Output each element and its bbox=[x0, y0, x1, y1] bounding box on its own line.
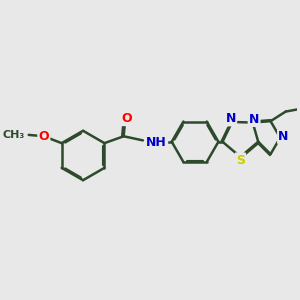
Text: CH₃: CH₃ bbox=[2, 130, 25, 140]
Text: N: N bbox=[278, 130, 289, 143]
Text: O: O bbox=[38, 130, 49, 143]
Text: NH: NH bbox=[146, 136, 167, 149]
Text: S: S bbox=[236, 154, 245, 167]
Text: N: N bbox=[249, 113, 259, 126]
Text: O: O bbox=[121, 112, 132, 125]
Text: N: N bbox=[226, 112, 236, 125]
